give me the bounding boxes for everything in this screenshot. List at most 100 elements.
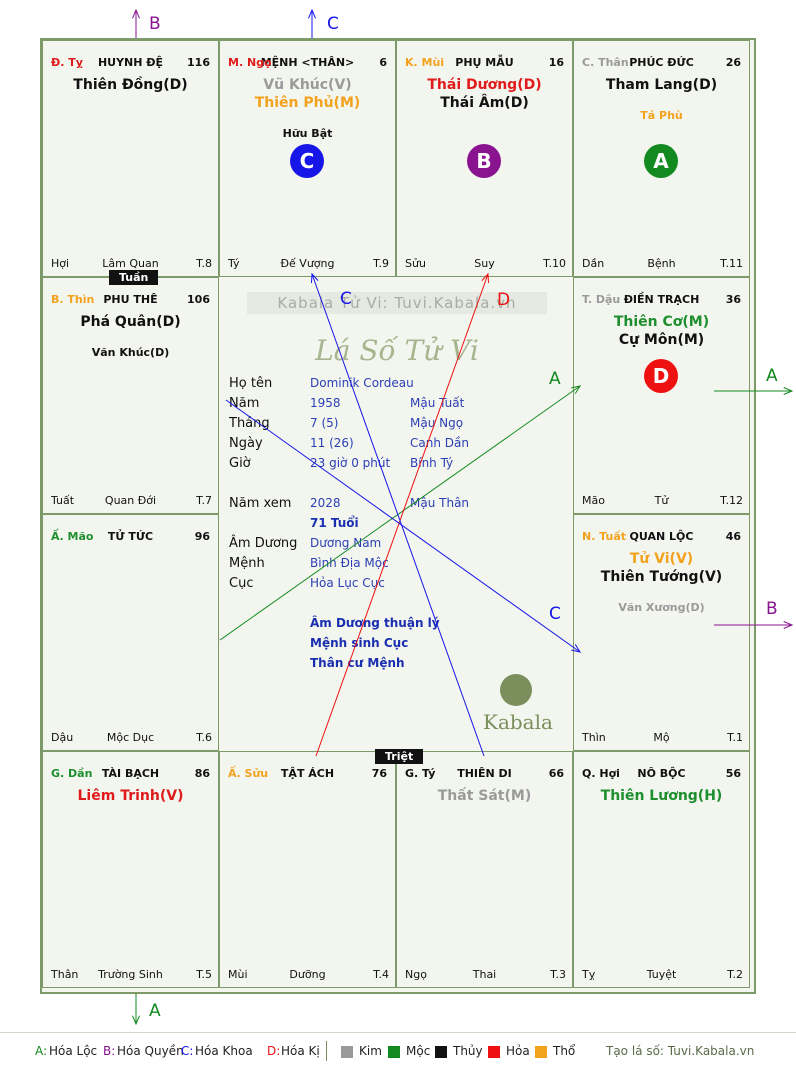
tag-tuan: Tuần <box>109 270 159 285</box>
arrow-d-in <box>315 273 489 757</box>
palace-name: TÀI BẠCH <box>101 767 160 780</box>
arrow-c-out-top-head <box>308 8 316 19</box>
palace-period: T.9 <box>373 257 389 270</box>
arrow-c-in-2-head <box>310 272 319 284</box>
element-label: Thổ <box>553 1044 576 1058</box>
palace-phase: Tuyệt <box>646 968 677 981</box>
palace-hoi: NÔ BỘC Q. Hợi 56 Thiên Lương(H) Tỵ Tuyệt T.2 <box>573 751 750 988</box>
chart-title: Lá Số Tử Vi <box>315 334 479 367</box>
palace-name: THIÊN DI <box>457 767 512 780</box>
palace-mui: PHỤ MẪU K. Mùi 16 Thái Dương(D) Thái Âm(D) Sử… <box>396 40 573 277</box>
palace-dau: ĐIỀN TRẠCH T. Dậu 36 Thiên Cơ(M) Cự Môn(M) Mã… <box>573 277 750 514</box>
palace-branch: Tý <box>228 257 240 270</box>
element-swatch <box>488 1046 500 1058</box>
palace-can: Đ. Tỵ <box>51 56 83 69</box>
label-b-right: B <box>766 599 778 619</box>
info-value: 11 (26) <box>310 436 354 450</box>
arrow-b-out-right-head <box>783 621 794 629</box>
main-star: Liêm Trinh(V) <box>77 788 184 804</box>
palace-name: QUAN LỘC <box>629 530 694 543</box>
info-value: Dương Nam <box>310 536 382 550</box>
info-key: Ngày <box>229 436 263 451</box>
palace-can: B. Thìn <box>51 293 95 306</box>
legend-key: A: <box>35 1044 48 1058</box>
center-panel: Kabala Tử Vi: Tuvi.Kabala.vn Lá Số Tử Vi… <box>219 278 575 752</box>
palace-can: C. Thân <box>582 56 629 69</box>
element-label: Kim <box>359 1044 382 1058</box>
label-d-center: D <box>497 290 510 310</box>
palace-phase: Suy <box>474 257 495 270</box>
palace-phase: Quan Đới <box>104 494 157 507</box>
palace-name: TỬ TỨC <box>107 530 154 543</box>
palace-branch: Tuất <box>51 494 75 507</box>
info-ganzhi: Mậu Tuất <box>410 396 465 410</box>
palace-name: MỆNH <THÂN> <box>260 56 355 69</box>
mutagen-circle-a: A <box>644 144 678 178</box>
label-a-bottom: A <box>149 1001 161 1021</box>
palace-period: T.12 <box>720 494 743 507</box>
arrow-a-in <box>219 385 581 641</box>
palace-phase: Lâm Quan <box>102 257 159 270</box>
element-label: Thủy <box>453 1044 483 1058</box>
arrow-a-out-bottom-head <box>132 1015 140 1026</box>
arrow-a-out-right-head <box>783 387 794 395</box>
main-star: Thiên Lương(H) <box>600 788 723 804</box>
watermark-text: Kabala Tử Vi: Tuvi.Kabala.vn <box>247 292 547 314</box>
palace-number: 96 <box>194 530 210 543</box>
view-year-ganzhi: Mậu Thân <box>410 496 470 510</box>
palace-can: K. Mùi <box>405 56 445 69</box>
legend-label: Hóa Khoa <box>195 1044 253 1058</box>
palace-tyy: THIÊN DI G. Tý 66 Thất Sát(M) Ngọ Thai T.3 <box>396 751 573 988</box>
legend-divider <box>326 1041 327 1061</box>
label-a-right: A <box>766 366 778 386</box>
palace-can: M. Ngọ <box>228 56 272 69</box>
element-swatch <box>341 1046 353 1058</box>
main-star: Thiên Tướng(V) <box>600 569 723 585</box>
info-value: Bình Địa Mộc <box>310 556 389 570</box>
arrow-a-in-head <box>571 385 582 394</box>
palace-name: PHU THÊ <box>103 293 158 306</box>
palace-period: T.4 <box>373 968 389 981</box>
info-key: Cục <box>229 576 254 591</box>
palace-phase: Mộc Dục <box>106 731 155 744</box>
palace-phase: Tử <box>654 494 669 507</box>
minor-star: Tả Phù <box>640 109 683 122</box>
element-swatch <box>388 1046 400 1058</box>
legend-label: Hóa Kị <box>281 1044 320 1058</box>
palace-period: T.10 <box>543 257 566 270</box>
palace-number: 16 <box>548 56 564 69</box>
palace-period: T.7 <box>196 494 212 507</box>
element-label: Hỏa <box>506 1044 530 1058</box>
center-note: Âm Dương thuận lý <box>310 616 440 630</box>
palace-number: 56 <box>725 767 741 780</box>
arrow-c-in-1-head <box>571 644 582 653</box>
palace-phase: Dưỡng <box>289 968 326 981</box>
main-star: Tham Lang(D) <box>605 77 718 93</box>
minor-star: Văn Khúc(D) <box>91 346 170 359</box>
palace-number: 66 <box>548 767 564 780</box>
element-swatch <box>535 1046 547 1058</box>
palace-branch: Mão <box>582 494 605 507</box>
palace-suu: TẬT ÁCH Ấ. Sửu 76 Mùi Dưỡng T.4 <box>219 751 396 988</box>
palace-dan: TÀI BẠCH G. Dần 86 Liêm Trinh(V) Thân Trường … <box>42 751 219 988</box>
palace-number: 86 <box>194 767 210 780</box>
main-star: Thái Dương(D) <box>427 77 542 93</box>
arrow-b-out-top-head <box>132 8 140 19</box>
chart-board: HUYNH ĐỆ Đ. Tỵ 116 Thiên Đồng(D) Hợi Lâm Quan… <box>40 38 756 994</box>
palace-period: T.8 <box>196 257 212 270</box>
credit-link[interactable]: Tạo lá số: Tuvi.Kabala.vn <box>606 1044 755 1058</box>
palace-can: Q. Hợi <box>582 767 620 780</box>
brand-name: Kabala <box>483 710 553 734</box>
arrow-d-in-head <box>481 272 490 284</box>
palace-branch: Hợi <box>51 257 70 270</box>
center-note: Mệnh sinh Cục <box>310 636 409 650</box>
age: 71 Tuổi <box>310 516 359 530</box>
palace-phase: Mộ <box>653 731 670 744</box>
main-star: Thất Sát(M) <box>437 788 532 804</box>
palace-number: 76 <box>371 767 387 780</box>
legend-bar: A: Hóa Lộc B: Hóa Quyền C: Hóa Khoa D: Hóa Kị Ki… <box>0 1032 796 1071</box>
label-b-top: B <box>149 14 161 34</box>
palace-number: 106 <box>187 293 210 306</box>
palace-period: T.6 <box>196 731 212 744</box>
palace-thin: PHU THÊ B. Thìn 106 Phá Quân(D) Văn Khúc(D) T… <box>42 277 219 514</box>
